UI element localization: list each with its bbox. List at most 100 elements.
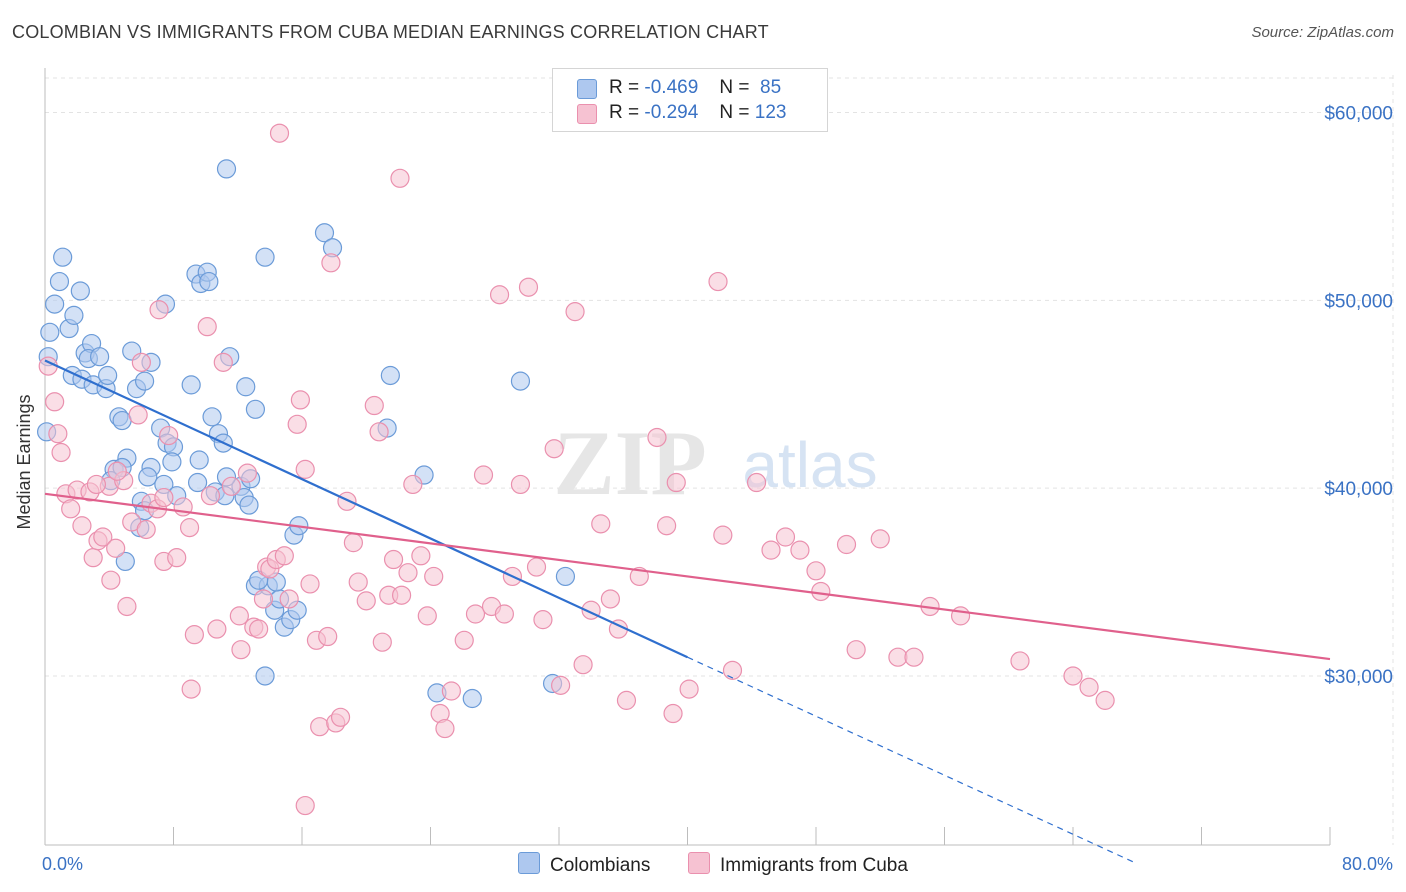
point-cuba bbox=[417, 606, 437, 626]
point-cuba bbox=[836, 534, 857, 555]
point-cuba bbox=[526, 557, 547, 577]
point-cuba bbox=[337, 491, 357, 511]
point-cuba bbox=[489, 285, 510, 305]
point-cuba bbox=[846, 640, 866, 660]
axes bbox=[44, 68, 1331, 846]
legend-r-value: -0.294 bbox=[644, 102, 699, 123]
source-label: Source: ZipAtlas.com bbox=[1251, 24, 1394, 41]
point-cuba bbox=[51, 442, 71, 463]
point-cuba bbox=[107, 461, 127, 481]
point-cuba bbox=[131, 352, 151, 372]
point-cuba bbox=[343, 533, 363, 553]
point-cuba bbox=[600, 589, 621, 609]
point-cuba bbox=[229, 606, 249, 626]
point-cuba bbox=[403, 474, 423, 495]
legend-n-label: N = bbox=[719, 102, 750, 123]
point-cuba bbox=[321, 253, 341, 273]
stats-legend: R = -0.469 N = 85 R = -0.294 N = 123 bbox=[552, 68, 828, 132]
watermark: ZIP atlas bbox=[553, 412, 877, 514]
bottom-legend-label: Colombians bbox=[550, 855, 651, 876]
point-colombians bbox=[255, 666, 275, 686]
legend-n-value: 85 bbox=[754, 77, 782, 98]
point-cuba bbox=[666, 472, 686, 493]
point-cuba bbox=[398, 563, 418, 583]
point-colombians bbox=[187, 472, 208, 493]
point-cuba bbox=[1063, 666, 1083, 686]
point-cuba bbox=[494, 604, 514, 624]
point-cuba bbox=[591, 514, 611, 534]
point-colombians bbox=[45, 294, 65, 314]
point-cuba bbox=[93, 527, 113, 547]
point-cuba bbox=[167, 548, 187, 568]
legend-n-label: N = bbox=[719, 77, 750, 98]
point-cuba bbox=[159, 425, 179, 446]
point-cuba bbox=[213, 352, 233, 372]
point-cuba bbox=[356, 591, 376, 611]
point-cuba bbox=[117, 596, 137, 617]
point-cuba bbox=[184, 625, 204, 645]
point-cuba bbox=[518, 277, 539, 297]
point-cuba bbox=[616, 690, 637, 710]
point-cuba bbox=[565, 302, 585, 322]
point-cuba bbox=[888, 647, 908, 667]
point-cuba bbox=[330, 707, 351, 727]
point-cuba bbox=[870, 529, 890, 549]
point-cuba bbox=[200, 486, 221, 506]
point-cuba bbox=[295, 459, 315, 479]
point-colombians bbox=[49, 271, 70, 292]
point-cuba bbox=[106, 538, 126, 558]
point-cuba bbox=[154, 487, 174, 508]
point-colombians bbox=[510, 371, 531, 391]
legend-r-label: R = bbox=[609, 102, 640, 123]
point-cuba bbox=[775, 527, 796, 547]
point-cuba bbox=[364, 395, 384, 416]
point-cuba bbox=[128, 405, 148, 425]
point-colombians bbox=[245, 399, 266, 419]
point-cuba bbox=[629, 566, 649, 587]
point-cuba bbox=[274, 546, 294, 566]
point-cuba bbox=[300, 574, 320, 594]
point-cuba bbox=[72, 516, 92, 536]
chart-title: COLOMBIAN VS IMMIGRANTS FROM CUBA MEDIAN… bbox=[12, 22, 769, 42]
point-colombians bbox=[112, 410, 132, 431]
point-cuba bbox=[441, 681, 461, 701]
point-colombians bbox=[70, 281, 90, 301]
point-cuba bbox=[411, 546, 431, 566]
watermark-atlas: atlas bbox=[742, 429, 877, 501]
point-cuba bbox=[348, 572, 368, 592]
trend-line-cuba bbox=[44, 492, 1331, 661]
point-cuba bbox=[369, 422, 389, 442]
point-colombians bbox=[236, 377, 256, 397]
y-tick-label: $30,000 bbox=[1324, 667, 1393, 688]
point-cuba bbox=[249, 619, 269, 639]
point-colombians bbox=[90, 347, 110, 367]
legend-r-label: R = bbox=[609, 77, 640, 98]
bottom-legend-swatch-pink bbox=[688, 852, 710, 874]
point-cuba bbox=[61, 499, 81, 519]
bottom-legend-colombians: Colombians bbox=[518, 852, 650, 877]
point-cuba bbox=[465, 604, 486, 624]
trend-line-colombians bbox=[44, 359, 688, 659]
point-cuba bbox=[48, 424, 68, 444]
point-cuba bbox=[708, 271, 728, 292]
point-cuba bbox=[657, 516, 677, 536]
point-colombians bbox=[98, 365, 118, 386]
point-cuba bbox=[383, 549, 404, 570]
point-cuba bbox=[45, 392, 65, 412]
point-cuba bbox=[83, 548, 103, 568]
point-cuba bbox=[86, 474, 107, 495]
point-cuba bbox=[647, 427, 667, 448]
point-cuba bbox=[237, 463, 257, 483]
point-cuba bbox=[287, 414, 307, 434]
point-cuba bbox=[904, 647, 924, 667]
point-colombians bbox=[181, 375, 201, 395]
point-cuba bbox=[473, 465, 494, 485]
legend-n-value: 123 bbox=[754, 102, 787, 123]
point-cuba bbox=[318, 626, 338, 647]
point-cuba bbox=[454, 630, 474, 650]
point-cuba bbox=[663, 703, 683, 724]
point-cuba bbox=[295, 795, 315, 816]
point-colombians bbox=[40, 322, 60, 342]
point-cuba bbox=[713, 525, 733, 545]
